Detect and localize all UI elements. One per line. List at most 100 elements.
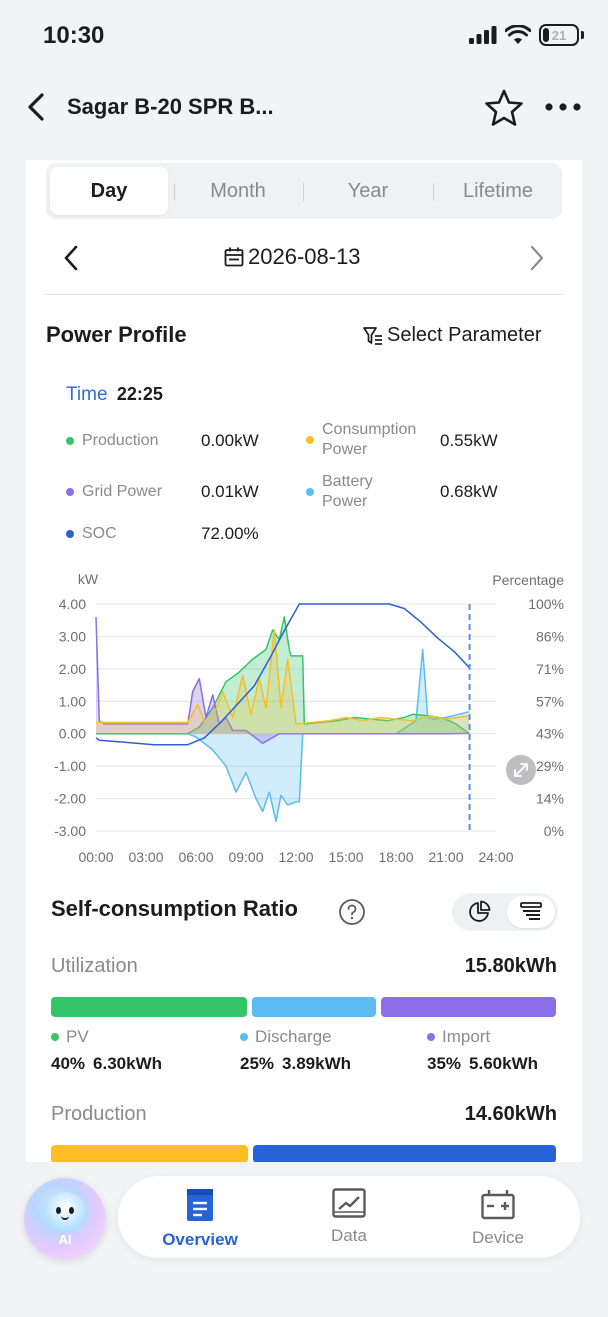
period-tabs: Day Month Year Lifetime xyxy=(46,163,562,219)
utilization-legend-import: Import xyxy=(427,1027,490,1047)
select-parameter-button[interactable]: Select Parameter xyxy=(362,324,542,347)
selected-date: 2026-08-13 xyxy=(248,244,361,269)
status-icons: 21 xyxy=(469,24,584,46)
nav-bar: Sagar B-20 SPR B... xyxy=(0,78,608,136)
legend-name: Discharge xyxy=(255,1027,332,1046)
tab-year[interactable]: Year xyxy=(347,179,389,202)
series-line-soc xyxy=(95,603,470,746)
series-line-consumption-power xyxy=(96,629,470,725)
filter-icon xyxy=(363,326,382,345)
bar-view-toggle[interactable] xyxy=(507,896,555,928)
x-tick-label: 03:00 xyxy=(128,849,163,865)
battery-indicator: 21 xyxy=(539,24,579,46)
battery-level: 21 xyxy=(551,27,567,43)
y-tick-label-right: 86% xyxy=(536,628,564,644)
ai-label: AI xyxy=(58,1231,72,1247)
utilization-value-import: 35% 5.60kWh xyxy=(427,1054,539,1073)
series-area-battery-power xyxy=(96,649,470,822)
x-tick-label: 18:00 xyxy=(378,849,413,865)
y-tick-label-right: 100% xyxy=(528,596,564,612)
pie-view-toggle[interactable] xyxy=(455,896,503,928)
legend-battery: Battery Power xyxy=(306,472,396,512)
favorite-star-icon[interactable] xyxy=(484,88,524,128)
pie-chart-icon xyxy=(469,900,491,922)
status-time: 10:30 xyxy=(43,22,105,49)
left-axis-unit: kW xyxy=(78,571,99,587)
legend-time-label: Time xyxy=(66,384,108,405)
next-day-icon[interactable] xyxy=(526,244,546,272)
utilization-bar-discharge xyxy=(252,997,376,1017)
legend-name: PV xyxy=(66,1027,89,1046)
y-tick-label-right: 71% xyxy=(536,661,564,677)
nav-device[interactable]: Device xyxy=(438,1188,558,1252)
more-options-icon[interactable] xyxy=(543,92,583,122)
status-bar: 10:30 21 xyxy=(0,0,608,70)
wifi-icon xyxy=(505,25,531,44)
y-tick-label-right: 29% xyxy=(536,758,564,774)
y-tick-label-left: -1.00 xyxy=(54,758,86,774)
tab-month[interactable]: Month xyxy=(210,179,266,202)
x-tick-label: 06:00 xyxy=(178,849,213,865)
legend-name: Grid Power xyxy=(82,483,163,500)
right-axis-unit: Percentage xyxy=(492,572,564,588)
previous-day-icon[interactable] xyxy=(62,244,82,272)
production-label: Production xyxy=(51,1103,147,1125)
nav-overview[interactable]: Overview xyxy=(140,1188,260,1252)
legend-consumption-value: 0.55kW xyxy=(440,431,498,450)
nav-data[interactable]: Data xyxy=(289,1188,409,1252)
utilization-legend-discharge: Discharge xyxy=(240,1027,332,1047)
legend-battery-value: 0.68kW xyxy=(440,482,498,501)
legend-name: Battery Power xyxy=(322,473,373,510)
divider xyxy=(44,294,564,295)
legend-grid-value: 0.01kW xyxy=(201,482,259,501)
tab-day[interactable]: Day xyxy=(50,167,168,215)
legend-grid: Grid Power xyxy=(66,482,162,502)
series-area-production xyxy=(96,617,470,734)
legend-name: SOC xyxy=(82,525,117,542)
x-tick-label: 21:00 xyxy=(428,849,463,865)
legend-name: Production xyxy=(82,432,159,449)
legend-time-value: 22:25 xyxy=(116,384,163,404)
production-bar-segment xyxy=(253,1145,556,1163)
date-picker[interactable]: 2026-08-13 xyxy=(224,244,361,270)
utilization-legend-pv: PV xyxy=(51,1027,89,1047)
utilization-label: Utilization xyxy=(51,955,138,977)
legend-name: Consumption Power xyxy=(322,421,417,458)
utilization-value-pv: 40% 6.30kWh xyxy=(51,1054,163,1073)
x-tick-label: 15:00 xyxy=(328,849,363,865)
y-tick-label-left: 2.00 xyxy=(59,661,86,677)
y-tick-label-right: 57% xyxy=(536,693,564,709)
y-tick-label-right: 14% xyxy=(536,791,564,807)
tab-bar: Overview Data Device xyxy=(118,1176,580,1258)
chart-view-toggle xyxy=(452,893,558,931)
utilization-total: 15.80kWh xyxy=(464,955,557,977)
y-tick-label-left: 0.00 xyxy=(59,726,86,742)
legend-production: Production xyxy=(66,431,159,451)
tab-lifetime[interactable]: Lifetime xyxy=(462,179,534,202)
x-tick-label: 12:00 xyxy=(278,849,313,865)
overview-icon xyxy=(187,1189,213,1221)
power-profile-chart[interactable]: kW Percentage 4.00 100% 3.00 86% 2.00 71% 1.00 57… xyxy=(26,560,582,872)
x-tick-label: 00:00 xyxy=(78,849,113,865)
ai-assistant-button[interactable]: AI xyxy=(24,1178,106,1260)
expand-chart-icon[interactable] xyxy=(506,755,536,785)
y-tick-label-left: -2.00 xyxy=(54,791,86,807)
legend-name: Import xyxy=(442,1027,491,1046)
x-tick-label: 09:00 xyxy=(228,849,263,865)
y-tick-label-left: 4.00 xyxy=(59,596,86,612)
y-tick-label-left: 3.00 xyxy=(59,628,86,644)
legend-soc-value: 72.00% xyxy=(201,524,259,543)
production-bar-segment xyxy=(51,1145,248,1163)
y-tick-label-left: -3.00 xyxy=(54,823,86,839)
utilization-bar-pv xyxy=(51,997,247,1017)
utilization-bar-import xyxy=(381,997,556,1017)
x-tick-label: 24:00 xyxy=(478,849,513,865)
date-navigator: 2026-08-13 xyxy=(46,232,562,284)
help-icon[interactable] xyxy=(338,898,366,926)
legend-production-value: 0.00kW xyxy=(201,431,259,450)
y-tick-label-right: 43% xyxy=(536,726,564,742)
back-icon[interactable] xyxy=(22,90,52,124)
cellular-signal-icon xyxy=(469,26,497,44)
select-parameter-label: Select Parameter xyxy=(387,324,542,346)
bar-list-icon xyxy=(520,902,542,920)
